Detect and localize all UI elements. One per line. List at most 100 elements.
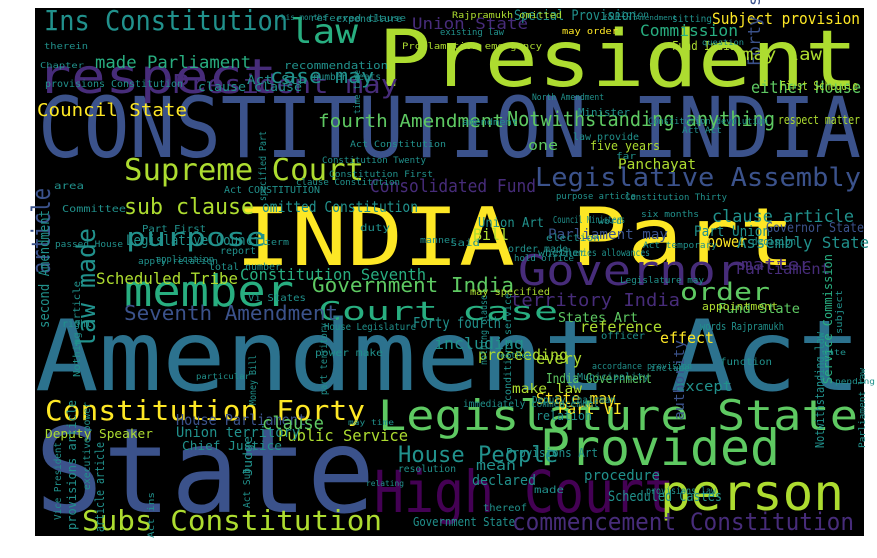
word-north-amendment: North Amendment — [532, 93, 604, 103]
word-date: date — [822, 348, 846, 357]
word-council-ministers: Council Ministers — [553, 215, 625, 226]
word-particular: particular — [196, 372, 250, 381]
word-constitution-forty: Constitution Forty — [45, 394, 365, 427]
word-accordance-provision: accordance provision — [592, 362, 692, 372]
word-constitution-thirty: Constitution Thirty — [625, 193, 728, 203]
word-provisions-constitution: provisions Constitution — [45, 79, 183, 90]
word-application: application — [156, 255, 214, 265]
word-parliament-law: Parliament law — [858, 367, 868, 448]
word-part-territory: part territory — [319, 323, 330, 395]
word-include: include — [650, 364, 690, 374]
word-reference: reference — [580, 318, 662, 336]
word-procedure: procedure — [584, 468, 660, 484]
word-union-art: Union Art — [478, 216, 544, 231]
word-notwithstanding-law: Notwithstanding law — [813, 331, 827, 448]
word-assembly-state: Assembly State — [737, 233, 869, 252]
word-consolidated-fund: Consolidated Fund — [370, 176, 536, 197]
word-committee: Committee — [62, 204, 126, 215]
word-hold-office: hold office — [514, 254, 574, 264]
word-parliament-may: Parliament may — [548, 227, 668, 243]
word-act-temporary: Act temporary — [643, 241, 718, 251]
word-subs-constitution: Subs Constitution — [82, 504, 382, 537]
word-power: power — [707, 232, 747, 251]
word-purpose-article: purpose article — [556, 192, 636, 202]
word-may-time: may time — [348, 418, 394, 427]
word-part-union: Part Union — [694, 224, 770, 240]
word-number-seats: number seats — [313, 72, 381, 83]
word-state-may: State may — [536, 389, 616, 408]
word-far: far — [616, 152, 637, 162]
word-money-bill: Money Bill — [248, 355, 259, 405]
word-legislature-state: Legislature State — [378, 391, 858, 440]
word-constitution-devolution: Constitution devolution — [648, 117, 768, 127]
word-relating: relating — [366, 479, 404, 488]
word-recommendation: recommendation — [284, 59, 388, 72]
word-legislature-may: Legislature may — [620, 276, 705, 286]
word-conditions-service: conditions service — [503, 293, 514, 401]
word-constitution-seventh: Constitution Seventh — [240, 265, 426, 284]
word-term: term — [265, 238, 289, 248]
word-either-house: either House — [751, 78, 861, 98]
word-authority: authority — [672, 340, 688, 420]
word-act-ins: Act ins — [147, 492, 157, 538]
word-law: law — [290, 12, 359, 52]
word-supreme-court: Supreme Court — [124, 153, 364, 188]
word-president-may: President may — [172, 70, 398, 100]
word-order-made: order made — [508, 244, 568, 255]
word-deputy-chairman: Deputy Chairman — [532, 395, 616, 406]
word-executive-power: executive power — [82, 402, 93, 490]
word-act-sub: Act Sub — [242, 468, 253, 508]
word-scheduled-castes: Scheduled Castes — [608, 489, 722, 505]
word-constitution-twenty: Constitution Twenty — [322, 156, 427, 166]
word-part-first: Part First — [142, 224, 206, 235]
word-law-provide: law provide — [573, 132, 639, 143]
word-provisions-article: provisions article — [65, 400, 79, 530]
word-specified-part: specified Part — [258, 131, 269, 201]
word-passed-house: passed House — [55, 240, 123, 250]
word-respect-matter: respect matter — [778, 113, 860, 127]
word-including: including — [434, 334, 524, 353]
word-manner: manner — [420, 236, 457, 246]
word-make-law: make law — [512, 382, 582, 397]
word-five-years: five years — [590, 139, 660, 153]
word-constitution-first: Constitution First — [329, 170, 433, 180]
word-first-schedule: First Schedule — [780, 79, 858, 93]
word-subject: subject — [835, 290, 845, 334]
word-pending: pending — [835, 377, 875, 386]
word-provided: Provided — [540, 419, 780, 477]
word-commencement-constitution: commencement Constitution — [512, 508, 854, 536]
word-union-state: Union State — [412, 14, 528, 33]
word-house-parliament: House Parliament — [176, 411, 306, 429]
word-forty-second: Forty second — [745, 0, 765, 66]
word-judge: Judge — [241, 436, 255, 476]
word-power-make: power make — [315, 348, 383, 359]
word-may-specified: may specified — [470, 287, 550, 298]
word-referred-clause: referred clause — [310, 14, 406, 24]
word-amendment-act: Amendment Act — [35, 300, 861, 414]
word-order: order — [680, 278, 770, 306]
word-state: State — [35, 402, 375, 540]
word-india-part: INDIA Part — [235, 191, 795, 284]
word-immediately-commencement: immediately commencement — [463, 399, 599, 410]
word-forty-fourth: Forty fourth — [413, 314, 501, 332]
word-special-provision: Special Provision — [514, 8, 636, 24]
word-words-rajpramukh: words Rajpramukh — [700, 320, 784, 333]
word-person: person — [660, 464, 844, 522]
word-amendment: amendment — [462, 118, 518, 128]
word-act-sch: Act Sch — [247, 73, 307, 87]
word-matter: matter — [741, 255, 811, 274]
word-act-constitution: Act CONSTITUTION — [224, 185, 320, 196]
word-cloud-background — [35, 8, 864, 536]
word-clause: clause — [262, 413, 324, 434]
word-union-territory: Union territory — [176, 425, 300, 441]
word-clause-constitution: clause Constitution — [296, 178, 400, 188]
word-service-commission: Service Commission — [821, 254, 835, 384]
word-right: right — [62, 319, 92, 330]
word-function: function — [720, 357, 772, 368]
word-mean: mean — [476, 458, 516, 474]
word-ins-constitution: Ins Constitution — [44, 4, 288, 37]
word-act-act: Act Act — [682, 126, 722, 136]
word-seventh-amendment: Seventh Amendment — [124, 301, 338, 325]
